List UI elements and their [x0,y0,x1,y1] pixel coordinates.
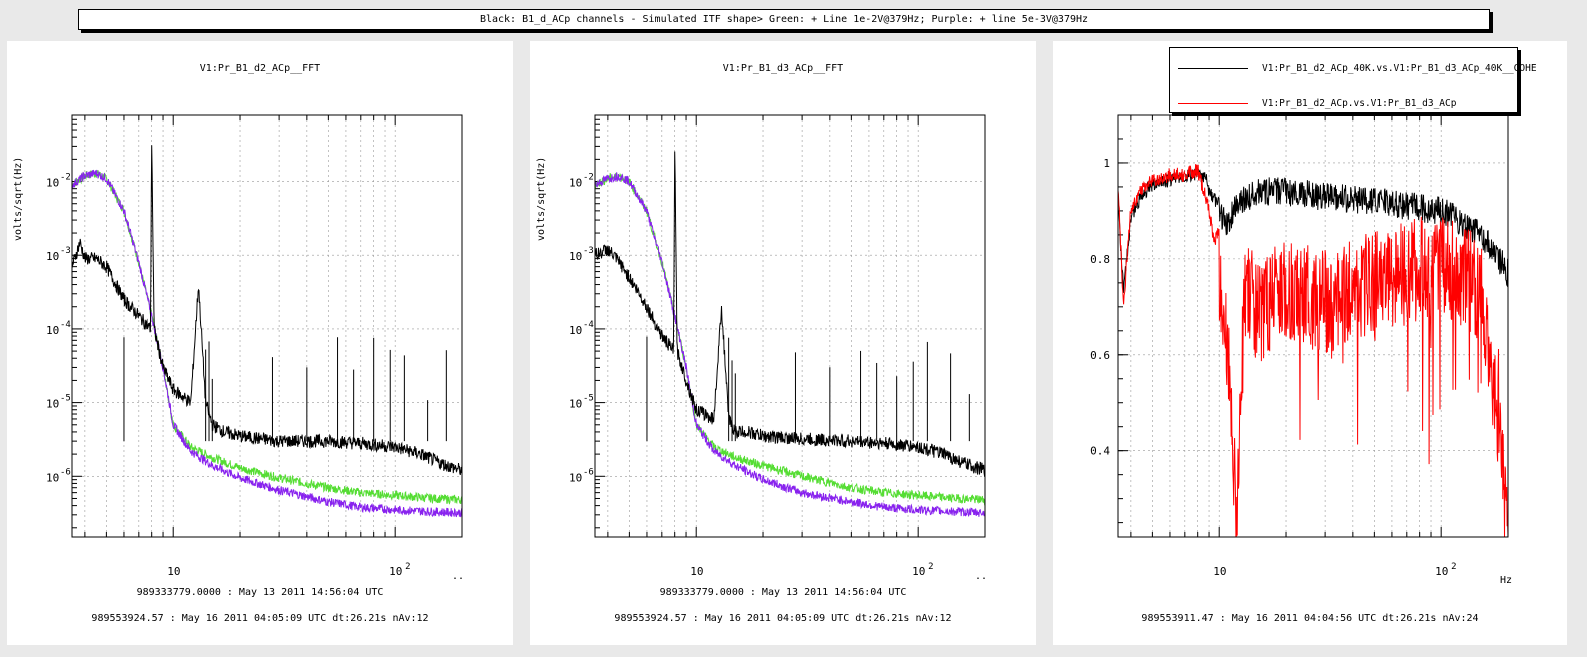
x-tick-label: 10 [167,565,180,578]
legend-label: V1:Pr_B1_d2_ACp_40K.vs.V1:Pr_B1_d3_ACp_4… [1262,63,1537,74]
y-tick-label: 10 [46,398,59,411]
series-line [71,169,463,505]
x-tick-label: 10 [1435,565,1448,578]
x-tick-exponent: 2 [405,562,410,572]
x-tick-exponent: 2 [928,562,933,572]
x-tick-label: 10 [1213,565,1226,578]
y-tick-exponent: -4 [583,320,594,330]
y-tick-exponent: -5 [60,394,71,404]
y-tick-exponent: -4 [60,320,71,330]
y-tick-label: 10 [46,250,59,263]
canvas-title: Black: B1_d_ACp channels - Simulated ITF… [78,9,1490,30]
legend-swatch [1178,68,1248,69]
y-tick-exponent: -3 [583,246,594,256]
y-tick-label: 10 [569,177,582,190]
series-line [594,151,986,478]
y-tick-label: 10 [569,324,582,337]
series-line [71,169,463,518]
x-tick-label: 10 [389,565,402,578]
pad-title: V1:Pr_B1_d2_ACp__FFT [199,63,321,74]
y-tick-exponent: -2 [583,173,594,183]
chart-svg: 10 10 210 -610 -510 -410 -310 -2.. [569,114,987,582]
pad-title: V1:Pr_B1_d3_ACp__FFT [722,63,844,74]
y-tick-exponent: -2 [60,173,71,183]
y-tick-exponent: -6 [60,467,71,477]
y-tick-label: 10 [569,398,582,411]
axis-ellipsis: .. [975,571,987,582]
measurement-info: 989553911.47 : May 16 2011 04:04:56 UTC … [1141,613,1479,624]
chart-svg: 10 10 210 -610 -510 -410 -310 -2.. [46,114,464,582]
y-tick-label: 10 [46,177,59,190]
legend-label: V1:Pr_B1_d2_ACp.vs.V1:Pr_B1_d3_ACp [1262,98,1457,109]
x-tick-label: 10 [912,565,925,578]
y-tick-exponent: -6 [583,467,594,477]
series-line [71,145,463,476]
y-tick-label: 0.6 [1090,349,1110,362]
legend-swatch [1178,103,1248,104]
y-tick-label: 10 [569,250,582,263]
axis-ellipsis: .. [452,571,464,582]
y-tick-exponent: -5 [583,394,594,404]
plot-frame [594,114,986,538]
fft-pad-d2: V1:Pr_B1_d2_ACp__FFT volts/sqrt(Hz) 10 10… [7,41,513,645]
reference-time: 989333779.0000 : May 13 2011 14:56:04 UT… [136,587,384,598]
x-tick-exponent: 2 [1451,562,1456,572]
y-tick-label: 1 [1103,157,1110,170]
legend: V1:Pr_B1_d2_ACp_40K.vs.V1:Pr_B1_d3_ACp_4… [1169,47,1537,113]
x-tick-label: 10 [690,565,703,578]
series-line [594,172,986,517]
reference-time: 989333779.0000 : May 13 2011 14:56:04 UT… [659,587,907,598]
y-tick-label: 10 [46,471,59,484]
y-tick-label: 10 [46,324,59,337]
series-line [1117,164,1509,538]
plot-frame [1117,114,1509,538]
y-tick-label: 0.8 [1090,253,1110,266]
fft-pad-d3: V1:Pr_B1_d3_ACp__FFT volts/sqrt(Hz) 10 10… [530,41,1036,645]
measurement-info: 989553924.57 : May 16 2011 04:05:09 UTC … [614,613,952,624]
measurement-info: 989553924.57 : May 16 2011 04:05:09 UTC … [91,613,429,624]
plot-frame [71,114,463,538]
coherence-pad: 10 10 2 0.4 0.6 0.8 1 Hz V1:Pr_B1_d2_ACp_40K.vs… [1053,41,1567,645]
y-tick-label: 10 [569,471,582,484]
y-tick-exponent: -3 [60,246,71,256]
y-tick-label: 0.4 [1090,445,1110,458]
x-axis-label: Hz [1500,575,1512,586]
